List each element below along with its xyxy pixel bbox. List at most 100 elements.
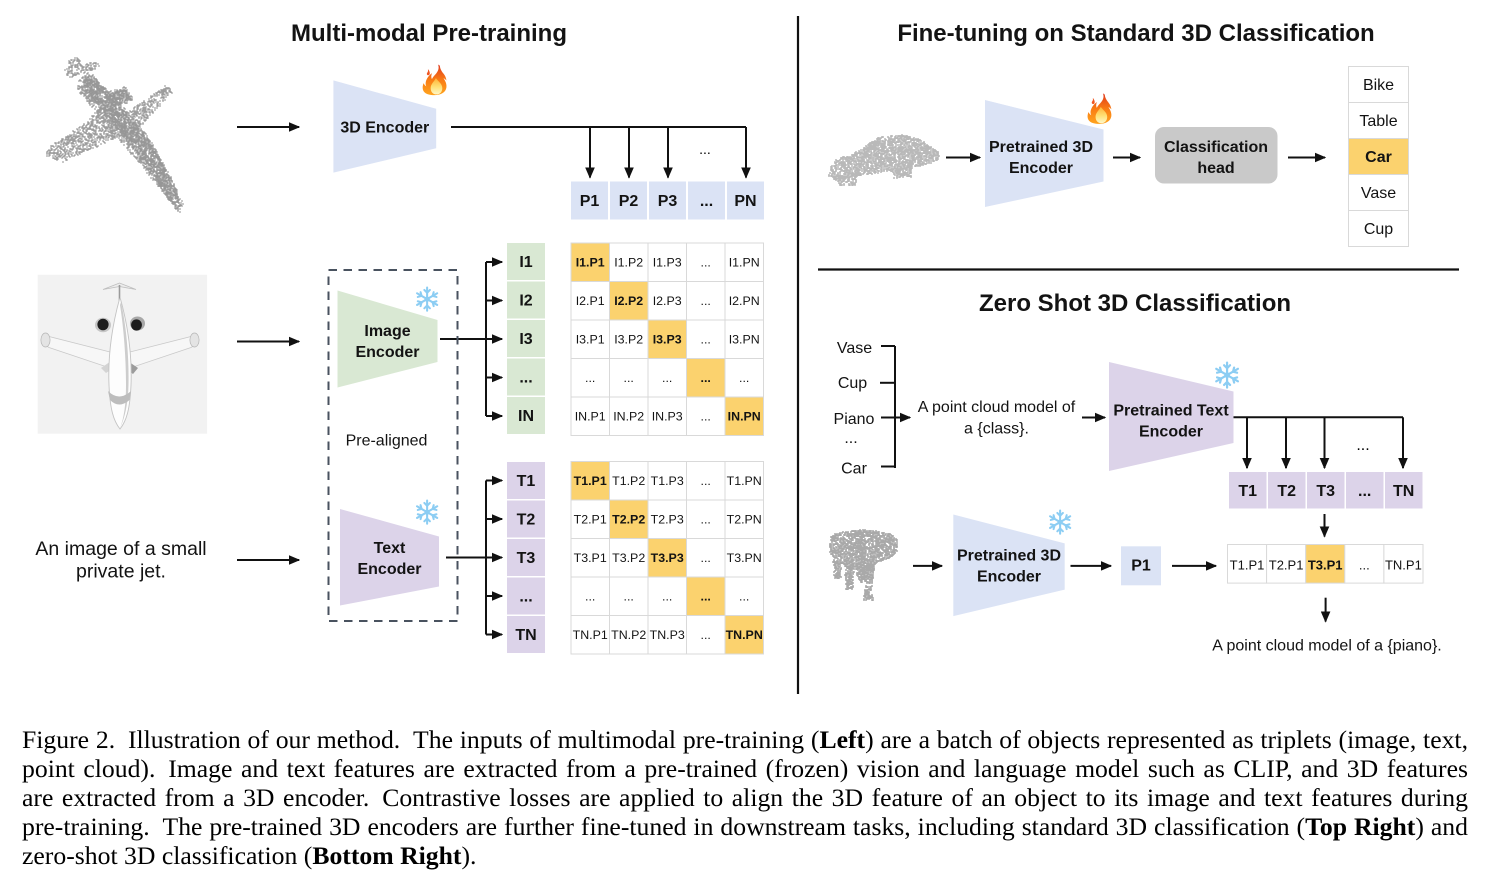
svg-text:...: ... <box>585 590 595 604</box>
svg-text:...: ... <box>701 410 711 424</box>
svg-text:Pretrained 3D: Pretrained 3D <box>957 548 1061 565</box>
svg-text:...: ... <box>739 590 749 604</box>
svg-text:P3: P3 <box>658 193 678 210</box>
svg-text:Encoder: Encoder <box>1139 424 1203 441</box>
svg-text:...: ... <box>739 371 749 385</box>
svg-text:...: ... <box>699 141 711 157</box>
svg-text:...: ... <box>700 193 713 210</box>
svg-text:P2: P2 <box>619 193 639 210</box>
svg-text:I2.PN: I2.PN <box>729 294 760 308</box>
svg-text:T3.P1: T3.P1 <box>574 551 607 565</box>
svg-text:T2.P2: T2.P2 <box>612 513 645 527</box>
svg-text:...: ... <box>701 294 711 308</box>
svg-text:I2.P1: I2.P1 <box>576 294 605 308</box>
svg-text:PN: PN <box>734 193 756 210</box>
svg-text:...: ... <box>1358 483 1371 500</box>
svg-text:I1.PN: I1.PN <box>729 256 760 270</box>
svg-text:Cup: Cup <box>1364 221 1393 238</box>
svg-text:T2.P1: T2.P1 <box>1269 558 1304 573</box>
svg-text:IN.P2: IN.P2 <box>613 410 644 424</box>
svg-text:Image: Image <box>364 323 410 340</box>
svg-text:Car: Car <box>841 461 867 478</box>
svg-text:...: ... <box>701 551 711 565</box>
svg-text:T3.PN: T3.PN <box>727 551 762 565</box>
svg-text:I1.P1: I1.P1 <box>576 256 605 270</box>
svg-text:...: ... <box>585 371 595 385</box>
svg-text:Encoder: Encoder <box>355 344 419 361</box>
svg-text:...: ... <box>624 371 634 385</box>
svg-text:T2.P3: T2.P3 <box>651 513 684 527</box>
svg-text:Piano: Piano <box>834 411 875 428</box>
svg-text:IN.P1: IN.P1 <box>575 410 606 424</box>
svg-text:head: head <box>1197 160 1234 177</box>
svg-text:T1.P2: T1.P2 <box>612 474 645 488</box>
svg-text:I3.PN: I3.PN <box>729 333 760 347</box>
svg-text:I1.P3: I1.P3 <box>653 256 682 270</box>
svg-text:An image of a small: An image of a small <box>35 538 206 560</box>
svg-text:...: ... <box>701 333 711 347</box>
svg-text:P1: P1 <box>580 193 600 210</box>
svg-text:T1.P1: T1.P1 <box>1230 558 1265 573</box>
svg-text:IN.PN: IN.PN <box>728 410 761 424</box>
svg-text:...: ... <box>662 590 672 604</box>
svg-text:TN.P2: TN.P2 <box>611 628 646 642</box>
svg-text:T1.PN: T1.PN <box>727 474 762 488</box>
svg-text:A point cloud model of a {pian: A point cloud model of a {piano}. <box>1212 638 1442 655</box>
svg-text:T2: T2 <box>517 512 536 529</box>
svg-text:I1.P2: I1.P2 <box>614 256 643 270</box>
svg-text:3D Encoder: 3D Encoder <box>340 120 429 137</box>
svg-text:Pretrained 3D: Pretrained 3D <box>989 139 1093 156</box>
svg-text:I2.P2: I2.P2 <box>614 294 643 308</box>
svg-text:TN.P1: TN.P1 <box>573 628 608 642</box>
svg-text:T3: T3 <box>517 550 536 567</box>
svg-text:Table: Table <box>1359 113 1397 130</box>
svg-text:...: ... <box>1359 558 1370 573</box>
svg-text:T3.P3: T3.P3 <box>651 551 684 565</box>
svg-text:...: ... <box>701 628 711 642</box>
svg-text:Vase: Vase <box>1361 185 1396 202</box>
svg-text:TN.P1: TN.P1 <box>1385 558 1422 573</box>
svg-text:I3.P3: I3.P3 <box>653 333 682 347</box>
svg-text:Classification: Classification <box>1164 139 1268 156</box>
svg-text:...: ... <box>519 370 532 387</box>
svg-text:T1: T1 <box>1238 483 1257 500</box>
svg-text:...: ... <box>701 474 711 488</box>
svg-text:I3.P1: I3.P1 <box>576 333 605 347</box>
svg-text:Encoder: Encoder <box>1009 160 1073 177</box>
svg-text:IN.P3: IN.P3 <box>652 410 683 424</box>
svg-text:T1.P3: T1.P3 <box>651 474 684 488</box>
svg-text:...: ... <box>624 590 634 604</box>
svg-text:T1.P1: T1.P1 <box>574 474 607 488</box>
svg-text:Car: Car <box>1365 149 1392 166</box>
svg-text:I3: I3 <box>519 331 532 348</box>
svg-text:T3: T3 <box>1316 483 1335 500</box>
svg-text:...: ... <box>701 371 711 385</box>
svg-text:T1: T1 <box>517 473 536 490</box>
svg-text:T3.P2: T3.P2 <box>612 551 645 565</box>
svg-text:private jet.: private jet. <box>76 561 166 583</box>
svg-text:P1: P1 <box>1131 558 1151 575</box>
svg-text:...: ... <box>701 513 711 527</box>
svg-text:Cup: Cup <box>838 375 867 392</box>
svg-text:TN: TN <box>1393 483 1414 500</box>
svg-text:Text: Text <box>374 540 406 557</box>
svg-text:...: ... <box>701 590 711 604</box>
svg-text:a {class}.: a {class}. <box>964 421 1029 438</box>
svg-text:I3.P2: I3.P2 <box>614 333 643 347</box>
svg-text:...: ... <box>844 430 857 447</box>
svg-text:T3.P1: T3.P1 <box>1308 558 1343 573</box>
svg-text:T2.P1: T2.P1 <box>574 513 607 527</box>
svg-text:Bike: Bike <box>1363 77 1394 94</box>
svg-text:Pre-aligned: Pre-aligned <box>346 433 428 450</box>
svg-text:...: ... <box>519 589 532 606</box>
svg-text:I1: I1 <box>519 254 532 271</box>
svg-text:A point cloud model of: A point cloud model of <box>918 399 1076 416</box>
svg-text:TN: TN <box>515 627 536 644</box>
svg-text:Encoder: Encoder <box>357 561 421 578</box>
svg-text:Vase: Vase <box>837 340 872 357</box>
svg-text:...: ... <box>1356 437 1369 454</box>
svg-text:IN: IN <box>518 408 534 425</box>
svg-text:...: ... <box>701 256 711 270</box>
svg-text:Pretrained Text: Pretrained Text <box>1113 403 1229 420</box>
svg-text:Encoder: Encoder <box>977 569 1041 586</box>
